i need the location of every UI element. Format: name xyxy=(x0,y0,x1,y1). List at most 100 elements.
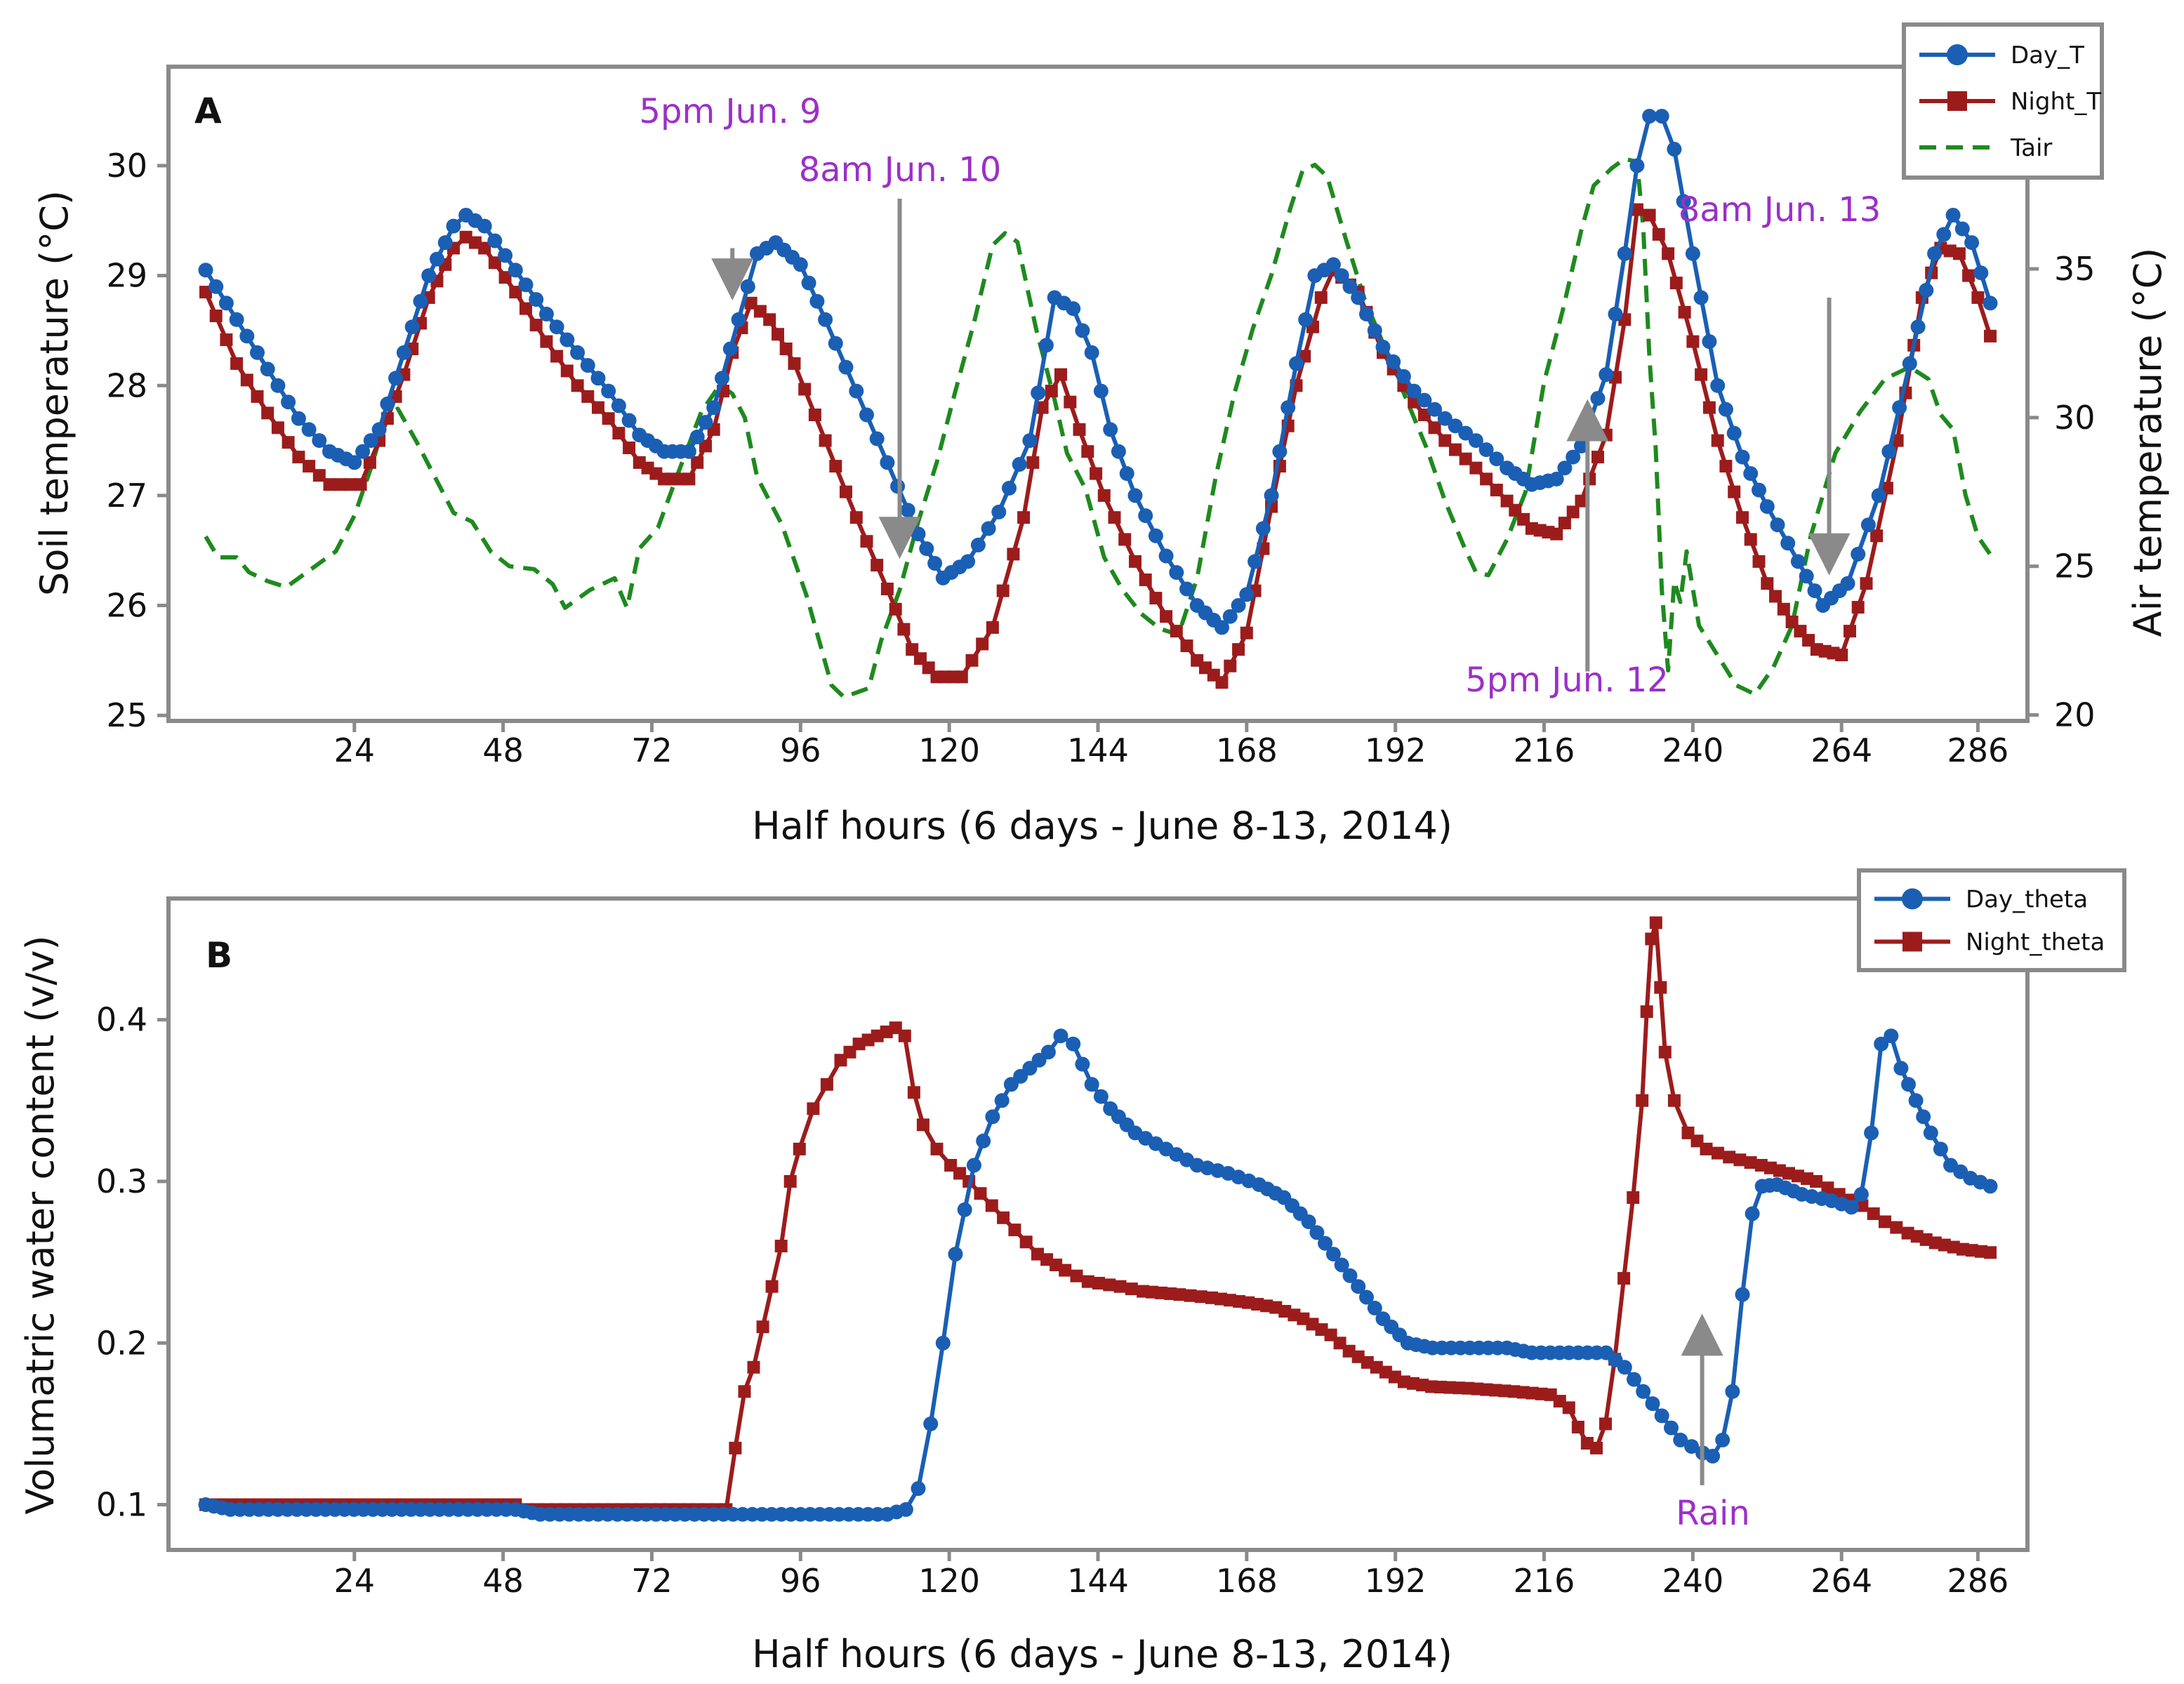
data-point-Night_theta xyxy=(756,1320,769,1334)
data-point-Night_T xyxy=(880,583,894,595)
data-point-Day_theta xyxy=(911,1481,926,1496)
y2-tick-label: 30 xyxy=(2054,399,2096,437)
data-point-Day_T xyxy=(1954,221,1970,237)
data-point-Day_T xyxy=(1119,466,1134,482)
data-point-Day_T xyxy=(698,415,713,430)
data-point-Day_T xyxy=(239,329,255,344)
data-point-Night_T xyxy=(1490,484,1503,497)
series-Day_theta xyxy=(198,1028,1998,1522)
data-point-Day_T xyxy=(590,371,606,386)
data-point-Day_theta xyxy=(1351,1279,1366,1294)
data-point-Day_T xyxy=(1718,402,1733,417)
data-point-Night_theta xyxy=(1070,1269,1083,1282)
data-point-Night_T xyxy=(772,328,784,341)
data-point-Day_T xyxy=(1031,385,1046,401)
data-point-Night_T xyxy=(1240,626,1253,639)
data-point-Day_theta xyxy=(1673,1432,1688,1447)
series-line-Tair xyxy=(204,157,1992,700)
data-point-Night_T xyxy=(1449,443,1462,456)
data-point-Day_T xyxy=(1417,392,1432,408)
data-point-Night_T xyxy=(1558,517,1571,530)
data-point-Day_T xyxy=(1215,620,1229,635)
data-point-Day_T xyxy=(1075,323,1090,338)
data-point-Night_theta xyxy=(807,1102,820,1115)
data-point-Night_theta xyxy=(1879,1215,1891,1228)
data-point-Day_T xyxy=(396,345,411,360)
legend-label-Tair: Tair xyxy=(2010,134,2052,162)
data-point-Day_T xyxy=(611,398,626,413)
data-point-Day_T xyxy=(1298,312,1313,327)
data-point-Night_T xyxy=(323,478,336,491)
data-point-Night_T xyxy=(488,256,501,270)
data-point-Night_T xyxy=(1599,428,1613,442)
data-point-Night_theta xyxy=(765,1280,779,1293)
data-point-Night_T xyxy=(1314,291,1328,304)
data-point-Day_T xyxy=(1790,554,1806,569)
data-point-Night_T xyxy=(699,439,712,453)
data-point-Day_T xyxy=(380,396,395,411)
data-point-Day_T xyxy=(1280,400,1296,416)
data-point-Day_T xyxy=(1799,569,1814,584)
legend-marker-Day_theta xyxy=(1902,888,1923,910)
data-point-Night_T xyxy=(1149,592,1163,605)
data-point-Night_T xyxy=(1215,676,1229,689)
data-point-Day_T xyxy=(518,277,534,293)
data-point-Day_T xyxy=(1396,369,1411,384)
data-point-Day_T xyxy=(1255,521,1271,536)
data-point-Night_theta xyxy=(1821,1181,1834,1195)
data-point-Night_T xyxy=(1026,456,1040,469)
data-point-Night_T xyxy=(1118,533,1132,546)
data-point-Day_T xyxy=(1566,449,1581,465)
data-point-Day_T xyxy=(960,554,976,569)
data-point-Day_T xyxy=(529,292,544,307)
data-point-Night_theta xyxy=(907,1086,920,1099)
data-point-Night_T xyxy=(840,485,852,498)
data-point-Day_theta xyxy=(1884,1028,1899,1044)
data-point-Night_T xyxy=(889,602,902,616)
x-tick-label: 120 xyxy=(918,1562,980,1600)
data-point-Day_T xyxy=(1038,338,1054,353)
data-point-Day_T xyxy=(218,296,234,311)
data-point-Night_theta xyxy=(898,1029,911,1042)
data-point-Night_T xyxy=(1678,305,1691,319)
data-point-Night_T xyxy=(788,357,801,370)
x-tick-label: 264 xyxy=(1811,1562,1872,1600)
data-point-Day_T xyxy=(1936,227,1952,242)
axes-b: 24 48 72 96 120 144 168 192 216 240 264 286 0.1 0.2 0.… xyxy=(96,1001,2008,1600)
data-point-Day_T xyxy=(1557,460,1573,476)
data-point-Day_theta xyxy=(1627,1372,1641,1387)
data-point-Day_T xyxy=(828,336,843,351)
data-point-Night_theta xyxy=(1059,1264,1072,1277)
data-point-Day_theta xyxy=(923,1416,939,1431)
data-point-Day_T xyxy=(706,400,722,416)
data-point-Night_theta xyxy=(1645,932,1658,946)
y-tick-label: 0.1 xyxy=(96,1486,147,1524)
data-point-Night_T xyxy=(1469,461,1483,475)
data-point-Night_T xyxy=(1860,577,1873,590)
data-point-Night_theta xyxy=(1627,1191,1640,1204)
data-point-Night_theta xyxy=(1649,916,1662,929)
data-point-Day_T xyxy=(477,218,492,234)
data-point-Day_T xyxy=(981,521,996,536)
data-point-Night_T xyxy=(1232,643,1245,656)
data-point-Day_T xyxy=(1351,290,1366,305)
x-tick-label: 72 xyxy=(631,731,673,769)
data-point-Night_T xyxy=(1097,489,1111,502)
data-point-Day_T xyxy=(1489,451,1504,467)
data-point-Night_T xyxy=(1711,434,1724,447)
data-point-Day_T xyxy=(1179,581,1194,597)
data-point-Night_T xyxy=(1984,329,1997,343)
data-point-Day_T xyxy=(1334,268,1349,284)
data-point-Day_T xyxy=(250,345,265,360)
data-point-Night_T xyxy=(1971,291,1985,304)
data-point-Night_T xyxy=(571,379,584,392)
data-point-Day_T xyxy=(1617,246,1632,261)
data-point-Day_theta xyxy=(1325,1247,1341,1262)
data-point-Day_T xyxy=(1138,508,1153,524)
data-point-Night_T xyxy=(1844,625,1856,638)
y-tick-label: 25 xyxy=(106,696,147,734)
annotation-text: Rain xyxy=(1676,1494,1749,1533)
data-point-Night_T xyxy=(1575,494,1588,508)
data-point-Night_theta xyxy=(1700,1142,1713,1155)
legend-marker-Night_theta xyxy=(1902,931,1922,952)
